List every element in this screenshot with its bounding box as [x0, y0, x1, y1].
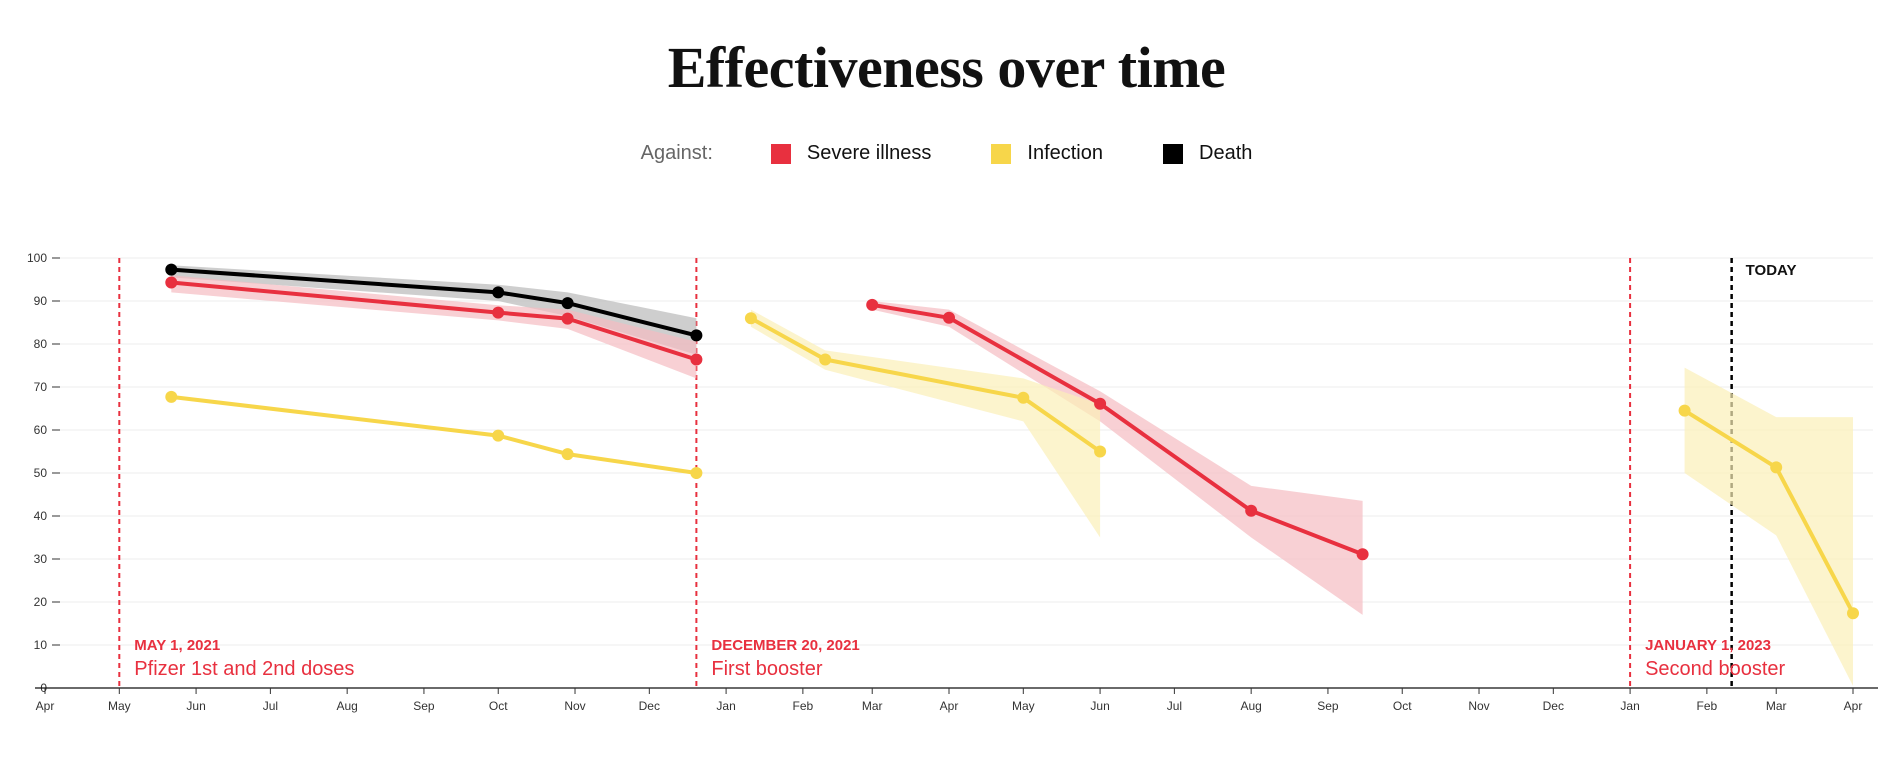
x-tick-label-4: Aug	[336, 699, 357, 713]
band-infection-2	[1684, 367, 1853, 686]
x-tick-label-19: Nov	[1468, 699, 1489, 713]
band-infection-1	[750, 309, 1101, 538]
x-tick-label-3: Jul	[263, 699, 278, 713]
point-infection-1-3	[1094, 445, 1107, 458]
x-tick-label-6: Oct	[489, 699, 508, 713]
x-tick-label-17: Sep	[1317, 699, 1339, 713]
point-infection-0-3	[690, 467, 703, 479]
y-tick-label-20: 20	[34, 595, 48, 609]
legend-label-death: Death	[1199, 142, 1253, 164]
x-tick-label-8: Dec	[639, 699, 660, 713]
chart-title: Effectiveness over time	[667, 35, 1226, 100]
point-death-0-3	[690, 329, 703, 342]
x-tick-label-5: Sep	[413, 699, 435, 713]
x-tick-label-12: Apr	[940, 699, 959, 713]
legend-label-infection: Infection	[1027, 142, 1103, 164]
legend: Against: Severe illness Infection Death	[0, 142, 1893, 165]
x-tick-label-23: Mar	[1766, 699, 1787, 713]
point-severe-illness-0-1	[492, 306, 505, 319]
legend-item-death: Death	[1163, 142, 1252, 165]
legend-swatch-infection	[991, 143, 1012, 164]
point-severe-illness-0-2	[561, 312, 574, 325]
y-tick-label-100: 100	[27, 251, 47, 265]
y-tick-label-30: 30	[34, 552, 48, 566]
point-infection-1-0	[744, 312, 757, 325]
x-tick-label-1: May	[108, 699, 131, 713]
point-severe-illness-1-1	[943, 311, 955, 324]
point-infection-0-1	[492, 429, 505, 442]
y-tick-label-90: 90	[34, 294, 48, 308]
y-tick-label-70: 70	[34, 380, 48, 394]
x-tick-label-10: Feb	[793, 699, 814, 713]
y-tick-label-10: 10	[34, 638, 48, 652]
x-tick-label-9: Jan	[716, 699, 735, 713]
legend-item-severe-illness: Severe illness	[770, 142, 932, 165]
y-tick-label-80: 80	[34, 337, 48, 351]
legend-prefix: Against:	[640, 142, 713, 164]
point-infection-2-2	[1847, 607, 1859, 620]
annotation-label-0: Pfizer 1st and 2nd doses	[134, 658, 354, 680]
y-tick-label-40: 40	[34, 509, 48, 523]
point-severe-illness-1-3	[1245, 504, 1258, 517]
y-tick-label-60: 60	[34, 423, 48, 437]
x-tick-label-21: Jan	[1620, 699, 1639, 713]
x-tick-label-24: Apr	[1844, 699, 1863, 713]
x-tick-label-22: Feb	[1697, 699, 1718, 713]
x-tick-label-11: Mar	[862, 699, 883, 713]
point-severe-illness-1-0	[866, 298, 879, 311]
point-death-0-1	[492, 286, 505, 299]
x-tick-label-13: May	[1012, 699, 1035, 713]
point-severe-illness-0-0	[165, 276, 178, 289]
legend-swatch-severe-illness	[770, 143, 791, 164]
point-infection-0-2	[561, 448, 574, 461]
band-severe-illness-0	[171, 275, 697, 379]
line-death-0	[169, 267, 699, 338]
annotation-label-2: Second booster	[1645, 658, 1785, 680]
x-tick-label-16: Aug	[1240, 699, 1261, 713]
point-infection-2-0	[1678, 404, 1691, 417]
band-severe-illness-1	[872, 301, 1363, 615]
x-tick-label-7: Nov	[564, 699, 585, 713]
annotation-date-2: JANUARY 1, 2023	[1645, 637, 1771, 654]
point-infection-0-0	[165, 390, 178, 403]
annotation-label-1: First booster	[711, 658, 822, 680]
x-tick-label-20: Dec	[1543, 699, 1564, 713]
annotation-date-0: MAY 1, 2021	[134, 637, 220, 654]
point-severe-illness-1-2	[1094, 397, 1107, 410]
point-infection-1-2	[1017, 391, 1030, 404]
point-severe-illness-1-4	[1356, 548, 1369, 561]
today-label: TODAY	[1746, 262, 1797, 279]
x-tick-label-0: Apr	[36, 699, 55, 713]
point-death-0-2	[561, 297, 574, 310]
legend-swatch-death	[1163, 143, 1183, 164]
point-death-0-0	[165, 263, 178, 276]
point-severe-illness-0-3	[690, 353, 703, 366]
x-tick-label-14: Jun	[1090, 699, 1109, 713]
annotation-date-1: DECEMBER 20, 2021	[711, 637, 859, 654]
x-tick-label-15: Jul	[1167, 699, 1182, 713]
legend-item-infection: Infection	[991, 142, 1103, 165]
x-tick-label-18: Oct	[1393, 699, 1412, 713]
x-tick-label-2: Jun	[186, 699, 205, 713]
line-severe-illness-0	[169, 280, 699, 362]
point-infection-2-1	[1770, 461, 1783, 474]
legend-label-severe-illness: Severe illness	[806, 142, 932, 164]
line-infection-0	[169, 394, 699, 475]
y-tick-label-50: 50	[34, 466, 48, 480]
line-infection-1	[748, 316, 1103, 454]
point-infection-1-1	[819, 353, 832, 366]
